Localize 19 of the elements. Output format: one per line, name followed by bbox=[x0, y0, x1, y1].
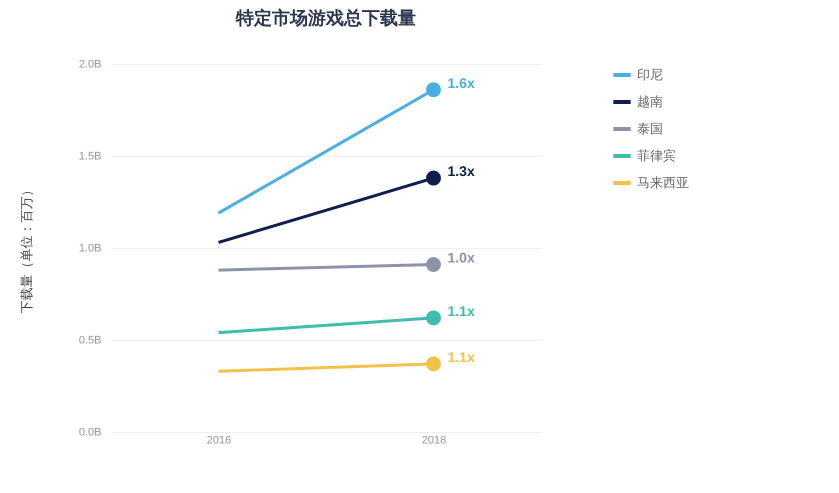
legend-label: 印尼 bbox=[637, 67, 663, 82]
y-axis-title: 下载量（单位：百万） bbox=[18, 184, 34, 314]
y-tick-label: 0.0B bbox=[78, 426, 102, 438]
chart-title: 特定市场游戏总下载量 bbox=[235, 8, 416, 28]
annotation: 1.1x bbox=[448, 348, 475, 365]
y-tick-label: 0.5B bbox=[78, 334, 102, 346]
annotation: 1.3x bbox=[448, 163, 475, 180]
y-tick-label: 2.0B bbox=[78, 58, 102, 70]
annotation: 1.0x bbox=[448, 250, 475, 266]
x-tick-label: 2018 bbox=[422, 434, 446, 446]
y-tick-label: 1.0B bbox=[78, 242, 102, 254]
legend-label: 马来西亚 bbox=[637, 175, 689, 190]
annotation: 1.1x bbox=[448, 302, 475, 319]
x-tick-label: 2016 bbox=[206, 434, 232, 446]
annotation: 1.6x bbox=[448, 74, 475, 91]
legend-label: 菲律宾 bbox=[637, 148, 676, 163]
legend-label: 越南 bbox=[637, 94, 663, 109]
y-tick-label: 1.5B bbox=[78, 150, 102, 162]
legend-label: 泰国 bbox=[637, 121, 663, 136]
